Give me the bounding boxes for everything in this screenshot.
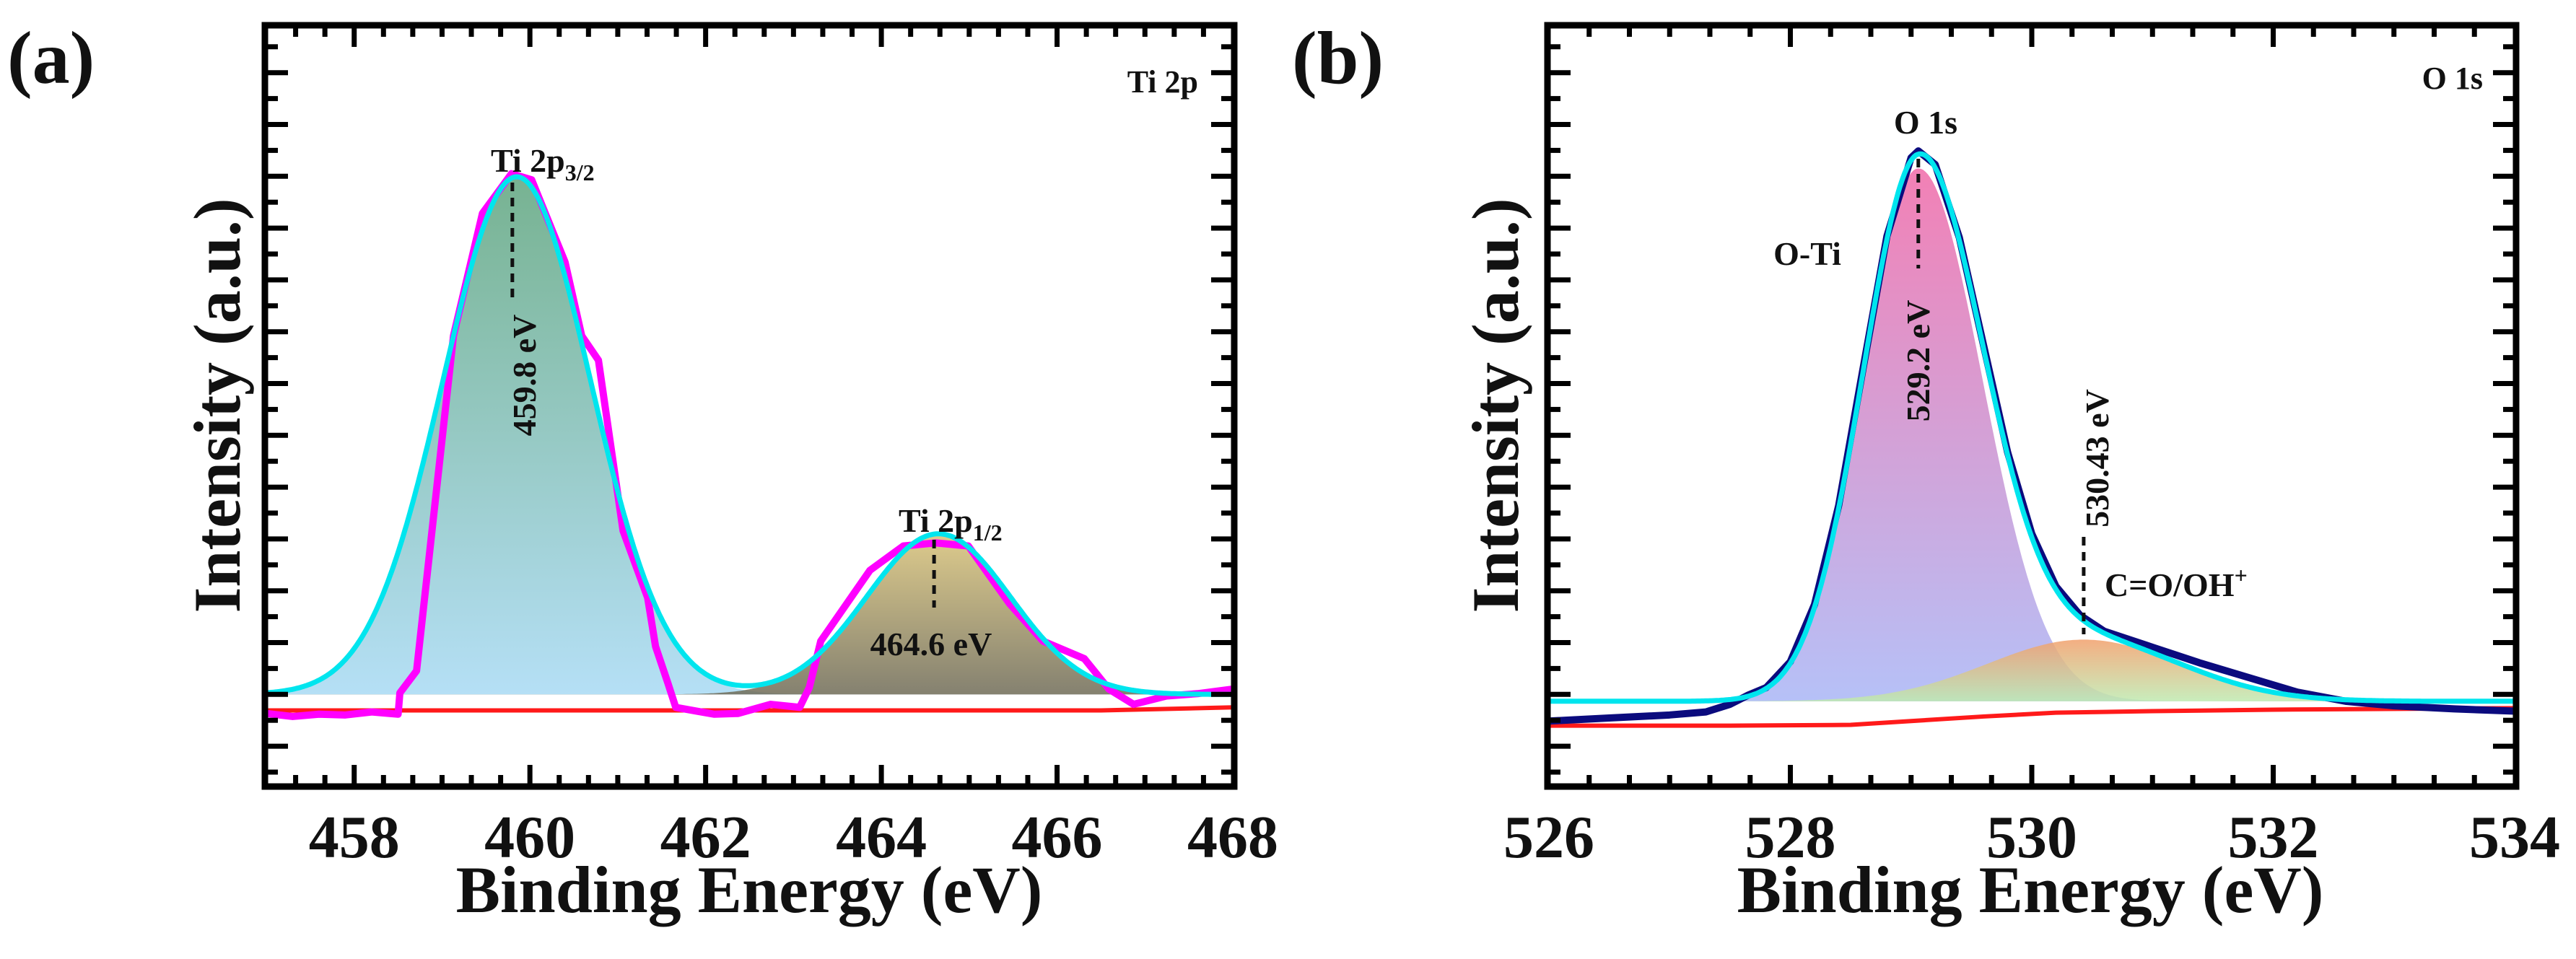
fit-envelope-line: [266, 174, 1233, 697]
x-tick-label: 466: [1012, 804, 1103, 871]
fit-component-fill-o-ti: [1549, 168, 2515, 701]
panel-a-title: Ti 2p: [1127, 64, 1198, 100]
x-tick-label: 534: [2469, 804, 2560, 871]
fit-component-fill-c-o-oh-: [1549, 639, 2515, 701]
panel-a-plot-area: [261, 22, 1238, 790]
x-tick-label: 532: [2228, 804, 2319, 871]
fit-envelope-line: [1549, 151, 2515, 704]
x-tick-label: 464: [836, 804, 927, 871]
x-tick-label: 526: [1503, 804, 1594, 871]
background-line: [266, 705, 1234, 713]
panel-a-y-axis-label: Intensity (a.u.): [180, 198, 254, 613]
x-tick-label: 530: [1986, 804, 2077, 871]
x-tick-label: 462: [660, 804, 751, 871]
panel-b-x-axis-label: Binding Energy (eV): [1737, 853, 2324, 927]
panel-b-plot-area: [1544, 22, 2520, 790]
annotation-ti2p32: Ti 2p3/2: [491, 142, 595, 185]
panel-b-x-tick-labels: 526 528 530 532 534: [1503, 804, 2560, 871]
panel-b-label: (b): [1292, 17, 1384, 100]
annotation-530-43-ev: 530.43 eV: [2079, 389, 2116, 527]
annotation-464-6-ev: 464.6 eV: [870, 626, 992, 662]
panel-b-y-axis-label: Intensity (a.u.): [1459, 198, 1532, 613]
panel-b-title: O 1s: [2422, 61, 2483, 96]
panel-a-x-tick-labels: 458 460 462 464 466 468: [309, 804, 1278, 871]
panel-a-x-axis-label: Binding Energy (eV): [456, 853, 1043, 927]
annotation-o1s: O 1s: [1894, 104, 1957, 141]
annotation-529-2-ev: 529.2 eV: [1900, 300, 1937, 422]
panel-a-label: (a): [7, 17, 95, 100]
background-line: [1549, 706, 2515, 728]
fit-component-fill-ti-2p3-2: [266, 177, 1233, 695]
annotation-c-o-oh: C=O/OH+: [2105, 562, 2248, 603]
panel-a-ti2p: (a) Ti 2p Ti 2p3/2 459.8 eV Ti 2p1/2 464…: [7, 17, 1278, 927]
annotation-ti2p12: Ti 2p1/2: [899, 502, 1003, 546]
x-tick-label: 528: [1745, 804, 1836, 871]
x-tick-label: 460: [484, 804, 575, 871]
x-tick-label: 468: [1187, 804, 1278, 871]
x-tick-label: 458: [309, 804, 400, 871]
annotation-o-ti: O-Ti: [1773, 235, 1841, 272]
panel-b-o1s: (b) O 1s O 1s O-Ti 529.2 eV 530.43 eV C=…: [1292, 17, 2560, 927]
annotation-459-8-ev: 459.8 eV: [506, 315, 543, 437]
plot-frame: [261, 22, 1238, 790]
